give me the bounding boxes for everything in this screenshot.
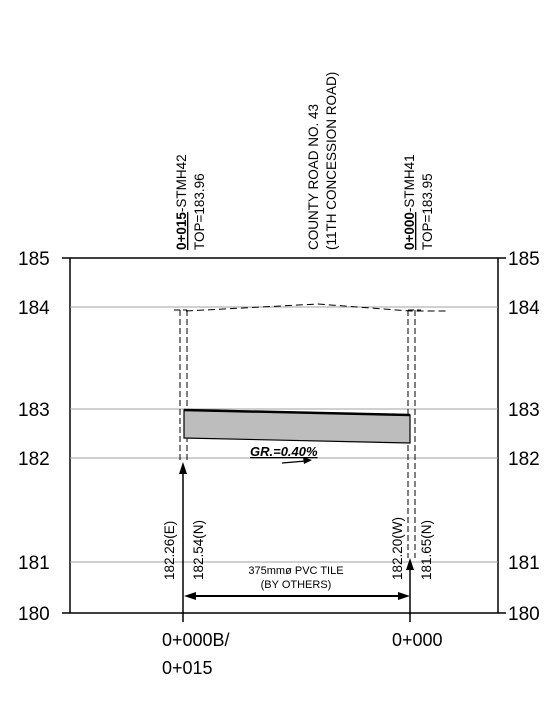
- road-name-line2: (11TH CONCESSION ROAD): [324, 72, 339, 250]
- invert-left-n: 182.54(N): [191, 520, 206, 580]
- y-tick-180-left: 180: [18, 604, 50, 625]
- stmh41-label: 0+000-STMH41: [402, 154, 417, 250]
- y-tick-184-left: 184: [18, 298, 50, 319]
- stmh41-suffix: -STMH41: [402, 154, 417, 212]
- y-tick-181-right: 181: [508, 553, 540, 574]
- y-tick-181-left: 181: [18, 553, 50, 574]
- invert-right-n: 181.65(N): [419, 520, 434, 580]
- stmh42-top: TOP=183.96: [192, 173, 207, 250]
- station-right: 0+000: [392, 630, 443, 650]
- y-tick-180-right: 180: [508, 604, 540, 625]
- stmh41-station: 0+000: [402, 212, 417, 250]
- stmh41-top: TOP=183.95: [420, 173, 435, 250]
- y-tick-185-left: 185: [18, 249, 50, 270]
- station-left-line1: 0+000B/: [162, 630, 230, 650]
- road-name-line1: COUNTY ROAD NO. 43: [306, 104, 321, 250]
- station-left-line2: 0+015: [162, 658, 213, 678]
- existing-ground-line: [185, 303, 448, 312]
- invert-right-w: 182.20(W): [390, 517, 405, 580]
- elevation-gridlines: [70, 306, 498, 563]
- dimension-line: [184, 592, 410, 600]
- y-tick-182-left: 182: [18, 449, 50, 470]
- grade-arrow: [281, 457, 312, 464]
- y-tick-185-right: 185: [508, 249, 540, 270]
- y-axis-right: 185 184 183 182 181 180: [508, 249, 540, 625]
- grade-label: GR.=0.40%: [250, 444, 318, 459]
- pipe-label-line1: 375mmø PVC TILE: [248, 565, 343, 577]
- invert-arrow-right: [406, 558, 414, 570]
- stmh42-label: 0+015-STMH42: [174, 154, 189, 250]
- invert-leaders: [182, 470, 411, 622]
- profile-frame: [62, 257, 506, 614]
- pipe-label-line2: (BY OTHERS): [261, 579, 332, 591]
- stmh42-suffix: -STMH42: [174, 154, 189, 212]
- y-tick-184-right: 184: [508, 298, 540, 319]
- top-vertical-labels: 0+015-STMH42 TOP=183.96 COUNTY ROAD NO. …: [174, 72, 435, 250]
- y-tick-183-right: 183: [508, 400, 540, 421]
- manhole-stmh41: [407, 309, 421, 558]
- stmh42-station: 0+015: [174, 212, 189, 250]
- manhole-stmh42: [174, 309, 188, 462]
- y-axis-left: 185 184 183 182 181 180: [18, 249, 50, 625]
- y-tick-182-right: 182: [508, 449, 540, 470]
- invert-left-e: 182.26(E): [162, 521, 177, 580]
- pipe-top-edge: [183, 408, 411, 417]
- invert-arrow-left: [179, 462, 187, 474]
- y-tick-183-left: 183: [18, 400, 50, 421]
